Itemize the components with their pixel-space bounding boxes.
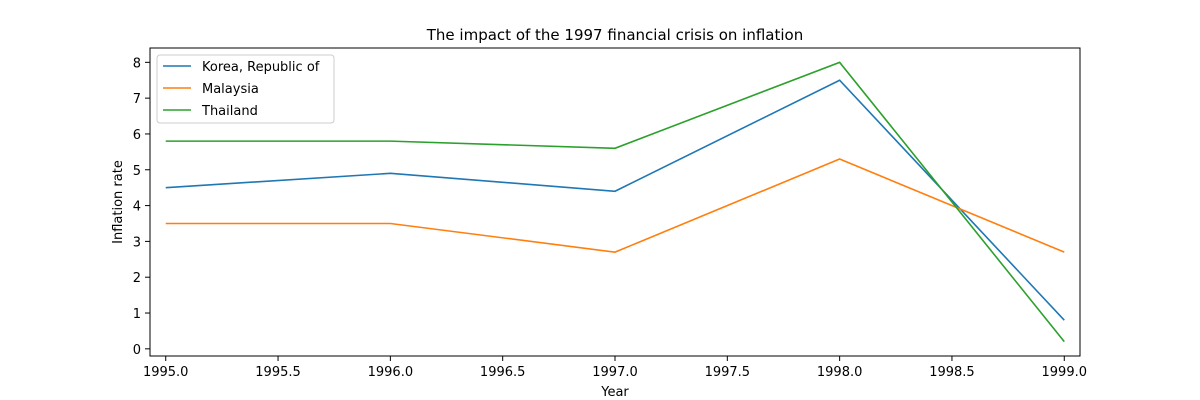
y-tick-label: 6	[133, 128, 141, 143]
x-tick-label: 1995.5	[255, 365, 301, 380]
x-tick-label: 1995.0	[143, 365, 189, 380]
plot-frame	[149, 47, 1081, 357]
x-axis-label: Year	[600, 385, 629, 400]
y-tick-label: 8	[133, 56, 141, 71]
y-axis-label: Inflation rate	[111, 160, 126, 244]
x-tick-label: 1998.5	[929, 365, 975, 380]
x-tick-label: 1998.0	[817, 365, 863, 380]
legend-label: Thailand	[201, 104, 258, 119]
x-tick-label: 1999.0	[1042, 365, 1088, 380]
y-tick-label: 7	[133, 92, 141, 107]
plot-area: 1995.0 1995.5 1996.0 1996.5 1997.0 1997.5 1998…	[133, 56, 1087, 380]
x-tick-label: 1997.5	[705, 365, 751, 380]
y-tick-label: 4	[133, 200, 141, 215]
y-tick-label: 1	[133, 307, 141, 322]
chart-title: The impact of the 1997 financial crisis …	[426, 26, 803, 44]
x-tick-label: 1996.5	[480, 365, 526, 380]
series-line-thailand	[165, 61, 1065, 343]
y-tick-label: 5	[133, 164, 141, 179]
y-tick-label: 0	[133, 343, 141, 358]
series-line-korea-republic-of	[165, 79, 1065, 321]
x-tick-label: 1996.0	[368, 365, 414, 380]
legend-label: Malaysia	[202, 82, 259, 97]
legend: Korea, Republic of Malaysia Thailand	[156, 54, 335, 124]
y-tick-label: 2	[133, 271, 141, 286]
x-tick-label: 1997.0	[592, 365, 638, 380]
y-tick-label: 3	[133, 235, 141, 250]
series-line-malaysia	[165, 158, 1065, 253]
legend-box	[156, 54, 335, 124]
legend-label: Korea, Republic of	[202, 60, 320, 75]
